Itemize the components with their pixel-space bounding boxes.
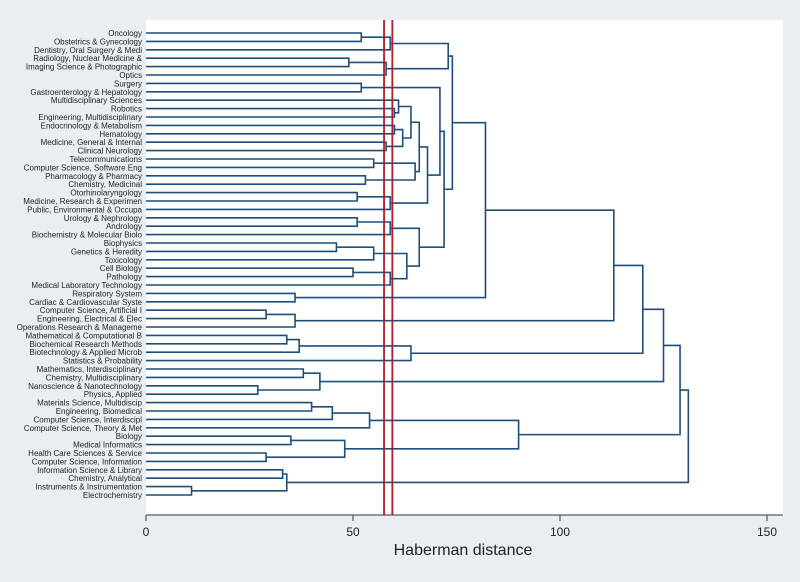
leaf-label: Biochemical Research Methods [30,340,143,349]
leaf-label: Information Science & Library [37,466,142,475]
leaf-label: Computer Science, Interdiscipl [34,415,143,424]
leaf-label: Cardiac & Cardiovascular Syste [29,298,142,307]
leaf-label: Imaging Science & Photographic [26,63,142,72]
leaf-label: Andrology [106,222,142,231]
leaf-label: Medicine, General & Internal [41,138,143,147]
leaf-label: Medical Laboratory Technology [31,281,142,290]
leaf-label: Statistics & Probability [63,357,142,366]
leaf-label: Electrochemistry [83,491,142,500]
leaf-label: Obstetrics & Gynecology [54,37,142,46]
leaf-label: Mathematics, Interdisciplinary [37,365,142,374]
leaf-label: Chemistry, Medicinal [68,180,142,189]
leaf-label: Radiology, Nuclear Medicine & [33,54,142,63]
leaf-label: Public, Environmental & Occupa [27,205,142,214]
leaf-label: Engineering, Electrical & Elec [37,315,142,324]
leaf-label: Biotechnology & Applied Microb [29,348,142,357]
leaf-label: Physics, Applied [84,390,142,399]
leaf-label: Respiratory System [72,289,142,298]
link-n55 [286,389,690,484]
x-axis-title: Haberman distance [394,542,533,559]
dendrogram-links [146,32,690,496]
leaf-label: Chemistry, Multidisciplinary [46,373,142,382]
leaf-label: Nanoscience & Nanotechnology [28,382,142,391]
leaf-label: Robotics [111,105,142,114]
leaf-label: Genetics & Heredity [71,247,142,256]
leaf-label: Engineering, Biomedical [56,407,142,416]
leaf-label: Hematology [99,130,142,139]
leaf-label: Multidisciplinary Sciences [51,96,142,105]
leaf-label: Clinical Neurology [78,147,142,156]
leaf-label: Endocrinology & Metabolism [41,121,143,130]
x-tick-label: 100 [550,525,570,539]
x-axis: 0 50 100 150 [143,514,783,539]
x-tick-label: 50 [346,525,360,539]
leaf-label: Health Care Sciences & Service [28,449,142,458]
leaf-label: Pharmacology & Pharmacy [45,172,142,181]
leaf-label: Toxicology [105,256,142,265]
leaf-label: Dentistry, Oral Surgery & Medi [34,46,142,55]
leaf-label: Computer Science, Software Eng [24,163,142,172]
leaf-label: Computer Science, Information [32,457,142,466]
cut-lines [383,20,394,515]
leaf-label: Engineering, Multidisciplinary [38,113,142,122]
leaf-label: Gastroenterology & Hepatology [30,88,142,97]
leaf-label: Cell Biology [100,264,142,273]
leaf-label: Urology & Nephrology [64,214,142,223]
leaf-label: Telecommunications [70,155,142,164]
x-tick-label: 150 [757,525,777,539]
x-tick-label: 0 [143,525,150,539]
leaf-label: Medical Informatics [73,441,142,450]
leaf-label: Optics [119,71,142,80]
leaf-label: Biophysics [104,239,142,248]
leaf-label: Biology [116,432,142,441]
leaf-label: Medicine, Research & Experimen [23,197,142,206]
leaf-label: Chemistry, Analytical [68,474,142,483]
leaf-label: Pathology [106,273,142,282]
leaf-label: Oncology [108,29,142,38]
leaf-label: Computer Science, Theory & Met [24,424,143,433]
leaf-label: Instruments & Instrumentation [35,483,142,492]
leaf-label: Operations Research & Manageme [17,323,143,332]
leaf-label: Computer Science, Artificial I [40,306,142,315]
leaf-label: Otorhinolaryngology [70,189,142,198]
leaf-label: Materials Science, Multidiscip [37,399,142,408]
leaf-label: Surgery [114,79,142,88]
leaf-label: Biochemistry & Molecular Biolo [32,231,143,240]
leaf-label: Mathematical & Computational B [26,331,143,340]
